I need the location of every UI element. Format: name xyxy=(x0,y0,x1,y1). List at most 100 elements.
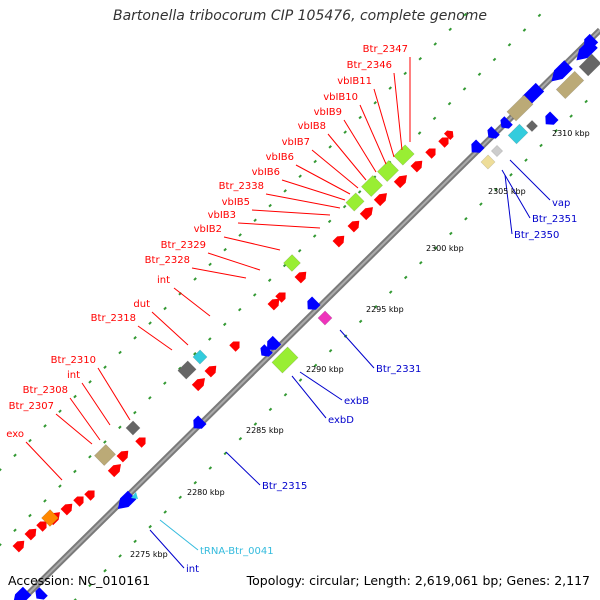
cds-green xyxy=(283,254,301,272)
tick-dot xyxy=(522,28,527,32)
tick-dot xyxy=(327,219,332,224)
tick-dot xyxy=(253,218,257,223)
cds-red xyxy=(393,175,407,189)
tick-dot xyxy=(268,407,273,412)
cds-red xyxy=(107,464,121,478)
tick-dot xyxy=(13,528,17,533)
tick-dot xyxy=(539,143,543,148)
cds-grey xyxy=(525,119,539,133)
tick-dot xyxy=(223,247,227,252)
label-upper: Btr_2328 xyxy=(145,255,190,266)
cds-red xyxy=(24,528,37,541)
kbp-tick-label: 2280 kbp xyxy=(187,488,225,497)
cds-red xyxy=(373,193,387,207)
cds-blue xyxy=(267,335,282,350)
tick-dot xyxy=(103,568,107,573)
kbp-tick-label: 2285 kbp xyxy=(246,426,284,435)
cds-cyan xyxy=(192,349,208,365)
label-upper: vbIB6 xyxy=(266,152,294,163)
cds-grey xyxy=(578,53,600,77)
tick-dot xyxy=(507,43,512,47)
cds-red xyxy=(443,130,454,141)
kbp-tick-label: 2300 kbp xyxy=(426,244,464,253)
label-upper: vbIB3 xyxy=(208,210,236,221)
label-lower: Btr_2331 xyxy=(376,364,421,375)
cds-blue xyxy=(551,60,573,82)
tick-dot xyxy=(448,27,453,32)
feature-labels: Btr_2347 Btr_2346 vbIB11 vbIB10 vbIB9 vbIB8 vb… xyxy=(6,44,577,575)
leader-line xyxy=(265,193,341,209)
leader-line xyxy=(225,451,261,486)
tick-dot xyxy=(419,261,423,265)
label-upper: exo xyxy=(6,429,24,440)
tick-dot xyxy=(133,539,137,544)
leader-line xyxy=(281,179,346,201)
label-lower: exbD xyxy=(328,415,354,426)
tick-dot xyxy=(313,363,318,368)
tick-dot xyxy=(43,499,47,503)
cds-red xyxy=(191,378,205,392)
tick-dot xyxy=(178,366,182,371)
tick-dot xyxy=(479,202,483,206)
kbp-tick-label: 2295 kbp xyxy=(366,305,404,314)
tick-dot xyxy=(43,424,47,428)
cds-red xyxy=(84,490,95,501)
label-lower: int xyxy=(186,564,199,575)
tick-dot xyxy=(148,524,152,529)
label-leader-lines xyxy=(25,57,551,569)
tick-dot xyxy=(494,187,498,192)
tick-dot xyxy=(238,233,242,237)
cds-blue xyxy=(545,111,559,125)
label-upper: Btr_2329 xyxy=(161,240,206,251)
gene-features xyxy=(12,33,600,600)
cds-green xyxy=(271,346,299,374)
tick-dot xyxy=(253,422,258,426)
leader-line xyxy=(393,72,403,151)
label-upper: Btr_2338 xyxy=(219,181,264,192)
label-upper: vbIB5 xyxy=(222,197,250,208)
tick-dot xyxy=(103,365,107,369)
tick-dot xyxy=(434,246,438,250)
leader-line xyxy=(251,209,331,216)
tick-dot xyxy=(267,278,272,282)
label-lower: Btr_2351 xyxy=(532,214,577,225)
scale-tick-labels: 2275 kbp 2280 kbp 2285 kbp 2290 kbp 2295 kbp… xyxy=(130,129,590,559)
cds-grey xyxy=(125,420,141,436)
cds-red xyxy=(135,437,146,448)
cds-khaki xyxy=(555,70,585,100)
cds-cyan xyxy=(507,123,529,145)
tick-dot xyxy=(88,380,92,384)
cds-lightgrey xyxy=(490,144,504,158)
label-lower: tRNA-Btr_0041 xyxy=(200,546,274,557)
tick-dot xyxy=(492,57,497,62)
cds-blue xyxy=(35,587,48,600)
tick-dot xyxy=(554,129,558,133)
cds-blue xyxy=(117,490,137,510)
tick-dot xyxy=(148,396,152,400)
label-upper: Btr_2347 xyxy=(363,44,408,55)
cds-red xyxy=(116,450,129,463)
tick-dot xyxy=(313,159,317,164)
cds-khaki xyxy=(93,443,117,467)
leader-line xyxy=(207,252,261,271)
tick-dot xyxy=(418,56,422,61)
tick-dot xyxy=(163,381,167,385)
cds-green xyxy=(393,144,415,166)
tick-dot xyxy=(163,306,167,311)
tick-dot xyxy=(584,99,588,104)
label-upper: vbIB2 xyxy=(194,224,222,235)
leader-line xyxy=(327,133,367,181)
tick-dot xyxy=(373,101,377,105)
tick-dot xyxy=(193,351,197,356)
leader-line xyxy=(237,222,321,229)
cds-green xyxy=(345,192,365,212)
leader-line xyxy=(191,267,247,279)
tick-dot xyxy=(388,290,393,294)
tick-dot xyxy=(223,322,227,327)
tick-dot xyxy=(537,13,542,18)
cds-red xyxy=(229,341,240,352)
tick-dot xyxy=(252,293,257,297)
topology-summary: Topology: circular; Length: 2,619,061 bp… xyxy=(246,573,590,588)
leader-line xyxy=(97,367,131,421)
accession-text: Accession: NC_010161 xyxy=(8,573,151,588)
